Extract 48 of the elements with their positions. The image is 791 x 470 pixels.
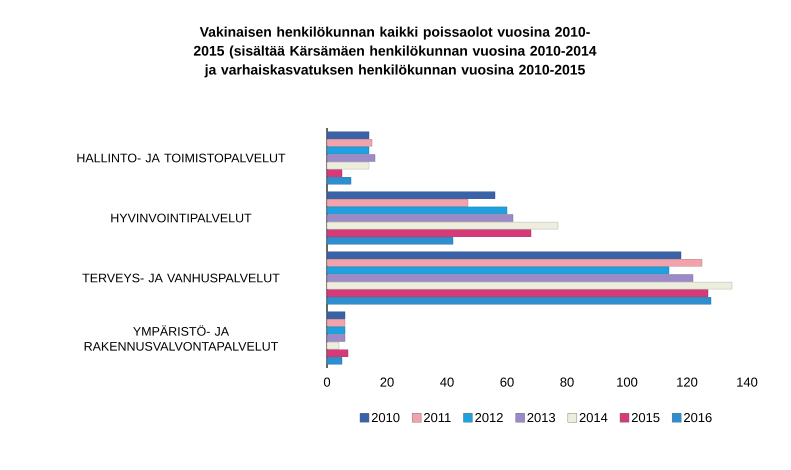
- bar: [326, 214, 514, 222]
- bar: [326, 206, 508, 214]
- bar: [326, 334, 346, 342]
- x-tick-label: 140: [737, 378, 758, 387]
- bar: [326, 297, 712, 304]
- bar: [326, 319, 346, 326]
- bar: [326, 290, 708, 297]
- bar: [326, 237, 454, 244]
- bar: [326, 342, 340, 350]
- bar: [326, 252, 682, 259]
- bar: [326, 282, 732, 290]
- legend-label: 2015: [632, 412, 660, 422]
- x-tick-label: 20: [380, 378, 394, 387]
- legend-label: 2011: [424, 412, 451, 422]
- legend-label: 2010: [372, 412, 400, 422]
- y-tick-label: HYVINVOINTIPALVELUT: [111, 214, 252, 222]
- legend-label: 2014: [580, 412, 608, 422]
- y-tick-label: HALLINTO- JA TOIMISTOPALVELUT: [77, 154, 286, 162]
- bar: [326, 177, 352, 184]
- bar: [326, 259, 702, 266]
- bar: [326, 199, 468, 206]
- bar: [326, 312, 346, 319]
- bar: [326, 350, 348, 357]
- legend-label: 2013: [527, 412, 556, 422]
- bar: [326, 326, 346, 334]
- x-tick-label: 40: [440, 378, 454, 387]
- x-tick-label: 80: [560, 378, 574, 387]
- y-tick-label: TERVEYS- JA VANHUSPALVELUT: [82, 274, 280, 282]
- x-tick-label: 120: [677, 378, 698, 387]
- bar: [326, 266, 670, 274]
- bar: [326, 192, 496, 199]
- bar: [326, 357, 342, 364]
- chart-title: Vakinaisen henkilökunnan kaikki poissaolot vuosina 2010-2015 (sisältää Kärsämäen henkilökunnan vuosina 2010-2014 ja varhaiskasvatuksen henkilökunnan vuosina 2010-2015: [194, 26, 596, 78]
- y-tick-label: YMPÄRISTÖ- JA RAKENNUSVALVONTAPALVELUT: [84, 325, 278, 351]
- bar: [326, 170, 342, 177]
- legend-label: 2012: [475, 412, 503, 422]
- bar: [326, 154, 376, 162]
- bar: [326, 132, 370, 139]
- bar: [326, 146, 370, 154]
- bar: [326, 230, 532, 237]
- x-tick-label: 0: [324, 378, 330, 387]
- bar: [326, 139, 372, 146]
- bar: [326, 274, 694, 282]
- bar: [326, 222, 558, 230]
- x-tick-label: 60: [500, 378, 514, 387]
- bar: [326, 162, 370, 170]
- legend-label: 2016: [684, 412, 712, 422]
- x-tick-label: 100: [617, 378, 638, 387]
